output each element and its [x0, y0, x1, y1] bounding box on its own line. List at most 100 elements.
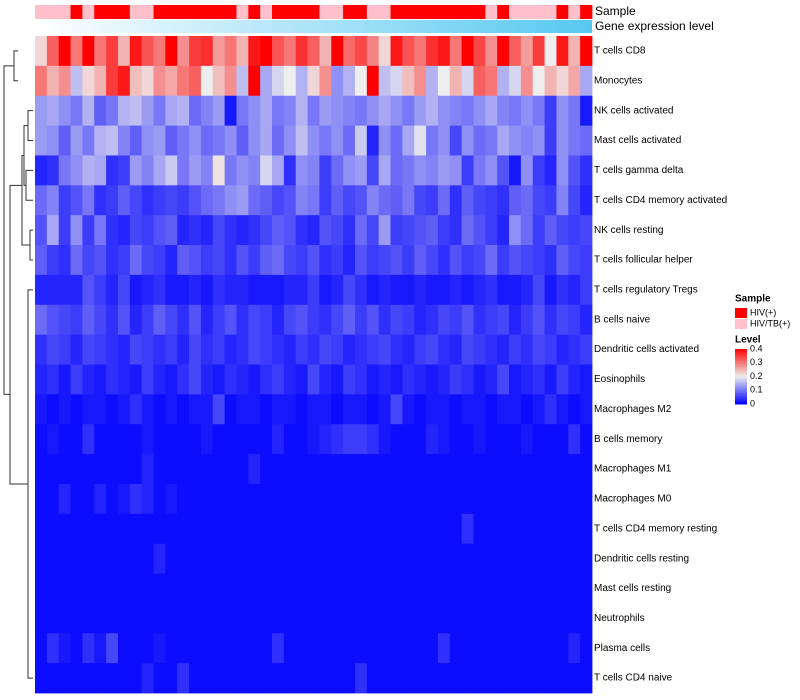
row-label: Dendritic cells activated — [594, 344, 699, 355]
heatmap-cell — [117, 334, 131, 365]
heatmap-cell — [319, 215, 332, 246]
heatmap-cell — [378, 513, 391, 545]
level-legend-bar — [735, 362, 747, 365]
heatmap-cell — [248, 304, 261, 336]
heatmap-cell — [295, 95, 308, 126]
heatmap-cell — [35, 483, 48, 515]
heatmap-cell — [129, 483, 143, 515]
heatmap-cell — [35, 274, 48, 306]
heatmap-cell — [461, 663, 474, 694]
heatmap-cell — [568, 95, 581, 126]
heatmap-cell — [473, 663, 486, 694]
heatmap-cell — [295, 304, 308, 336]
heatmap-cell — [177, 663, 190, 694]
heatmap-cell — [283, 454, 297, 485]
row-label: T cells gamma delta — [594, 165, 684, 176]
heatmap-cell — [473, 603, 486, 634]
heatmap-cell — [248, 394, 261, 425]
heatmap-cell — [307, 543, 320, 574]
heatmap-cell — [343, 95, 356, 126]
heatmap-cell — [520, 603, 534, 634]
heatmap-cell — [544, 454, 557, 485]
heatmap-cell — [236, 125, 249, 156]
heatmap-cell — [449, 185, 463, 216]
row-label: T cells CD4 memory activated — [594, 195, 727, 206]
heatmap-cell — [390, 36, 403, 67]
heatmap-cell — [414, 394, 427, 425]
heatmap-cell — [129, 95, 143, 126]
heatmap-cell — [580, 185, 593, 216]
heatmap-cell — [141, 513, 154, 545]
heatmap-cell — [544, 603, 557, 634]
sample-annotation-cell — [366, 5, 380, 19]
heatmap-cell — [58, 424, 71, 455]
heatmap-cell — [378, 245, 391, 276]
heatmap-cell — [260, 543, 273, 574]
heatmap-cell — [82, 334, 95, 365]
heatmap-cell — [200, 155, 214, 186]
heatmap-cell — [177, 454, 190, 485]
sample-annotation-cell — [165, 5, 178, 19]
heatmap-cell — [366, 424, 380, 455]
heatmap-cell — [58, 334, 71, 365]
heatmap-cell — [343, 304, 356, 336]
heatmap-cell — [366, 304, 380, 336]
heatmap-cell — [544, 95, 557, 126]
heatmap-cell — [354, 454, 368, 485]
heatmap-cell — [200, 245, 214, 276]
heatmap-cell — [224, 364, 237, 395]
heatmap-cell — [426, 543, 439, 574]
heatmap-cell — [426, 274, 439, 306]
heatmap-cell — [35, 125, 48, 156]
heatmap-cell — [485, 483, 498, 515]
heatmap-cell — [426, 424, 439, 455]
heatmap-cell — [520, 36, 534, 67]
heatmap-cell — [437, 394, 451, 425]
heatmap-cell — [212, 155, 226, 186]
heatmap-cell — [106, 543, 119, 574]
heatmap-cell — [46, 483, 60, 515]
level-legend-bar — [735, 393, 747, 395]
heatmap-cell — [426, 364, 439, 395]
heatmap-cell — [94, 513, 107, 545]
heatmap-cell — [236, 185, 249, 216]
heatmap-cell — [556, 334, 569, 365]
level-legend-tick: 0 — [750, 398, 755, 408]
heatmap-cell — [70, 424, 83, 455]
expression-track-label: Gene expression level — [595, 19, 714, 33]
heatmap-cell — [437, 543, 451, 574]
heatmap-cell — [260, 603, 273, 634]
heatmap-cell — [532, 185, 545, 216]
heatmap-cell — [141, 663, 154, 694]
heatmap-cell — [153, 603, 166, 634]
heatmap-cell — [402, 483, 415, 515]
heatmap-cell — [414, 483, 427, 515]
heatmap-cell — [426, 304, 439, 336]
heatmap-cell — [58, 483, 71, 515]
sample-annotation-cell — [295, 5, 308, 19]
heatmap-cell — [307, 155, 320, 186]
heatmap-cell — [200, 483, 214, 515]
heatmap-cell — [414, 334, 427, 365]
heatmap-cell — [580, 573, 593, 604]
heatmap-cell — [212, 215, 226, 246]
heatmap-cell — [461, 603, 474, 634]
heatmap-cell — [402, 573, 415, 604]
heatmap-cell — [165, 245, 178, 276]
heatmap-cell — [378, 603, 391, 634]
heatmap-cell — [354, 394, 368, 425]
heatmap-cell — [556, 364, 569, 395]
heatmap-cell — [46, 364, 60, 395]
heatmap-cell — [307, 215, 320, 246]
heatmap-cell — [200, 603, 214, 634]
heatmap-cell — [46, 245, 60, 276]
heatmap-cell — [497, 125, 510, 156]
heatmap-cell — [46, 185, 60, 216]
heatmap-cell — [117, 663, 131, 694]
heatmap-cell — [343, 424, 356, 455]
heatmap-cell — [248, 36, 261, 67]
heatmap-cell — [129, 65, 143, 97]
heatmap-cell — [544, 663, 557, 694]
heatmap-cell — [283, 274, 297, 306]
heatmap-cell — [544, 543, 557, 574]
